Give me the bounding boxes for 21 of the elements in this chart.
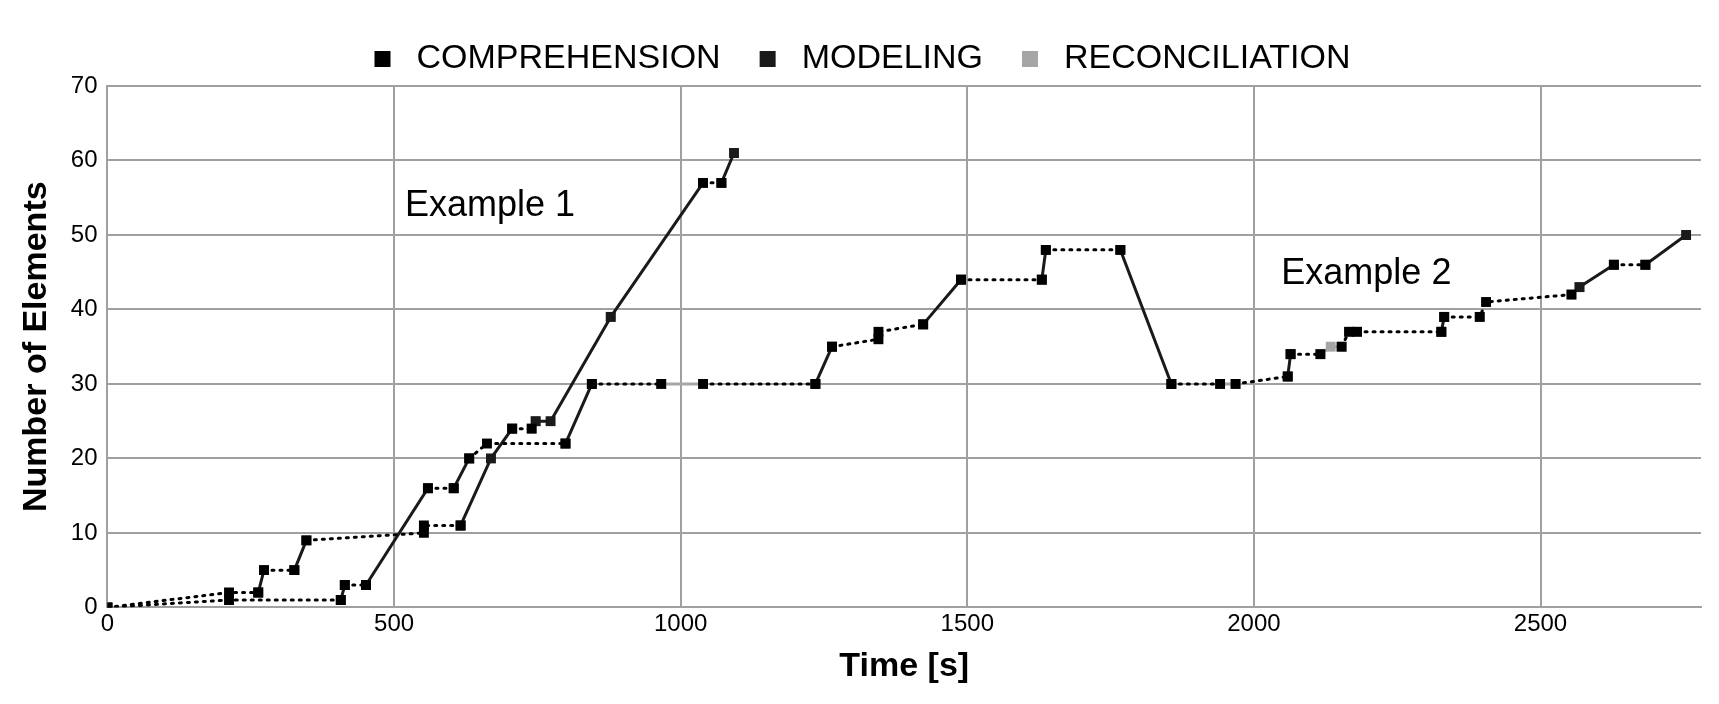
x-tick-label: 1500 — [940, 609, 994, 637]
y-tick-label: 20 — [70, 443, 98, 471]
x-tick-label: 500 — [374, 609, 415, 637]
y-tick-label: 10 — [70, 517, 98, 545]
y-tick-label: 40 — [70, 294, 98, 322]
annotation: Example 1 — [404, 182, 575, 224]
y-tick-label: 30 — [70, 368, 98, 396]
annotation: Example 2 — [1281, 250, 1452, 292]
y-tick-label: 0 — [84, 592, 98, 620]
legend-label: RECONCILIATION — [1063, 37, 1351, 76]
y-tick-label: 60 — [70, 145, 98, 173]
y-tick-label: 50 — [70, 219, 98, 247]
x-tick-label: 0 — [100, 609, 115, 637]
legend-label: MODELING — [801, 37, 983, 76]
legend-label: COMPREHENSION — [416, 37, 721, 76]
x-tick-label: 2500 — [1513, 609, 1568, 637]
x-tick-label: 1000 — [654, 609, 708, 637]
x-axis-title: Time [s] — [839, 644, 970, 683]
y-axis-title: Number of Elements — [14, 181, 53, 513]
y-tick-label: 70 — [70, 70, 98, 98]
x-tick-label: 2000 — [1227, 609, 1281, 637]
